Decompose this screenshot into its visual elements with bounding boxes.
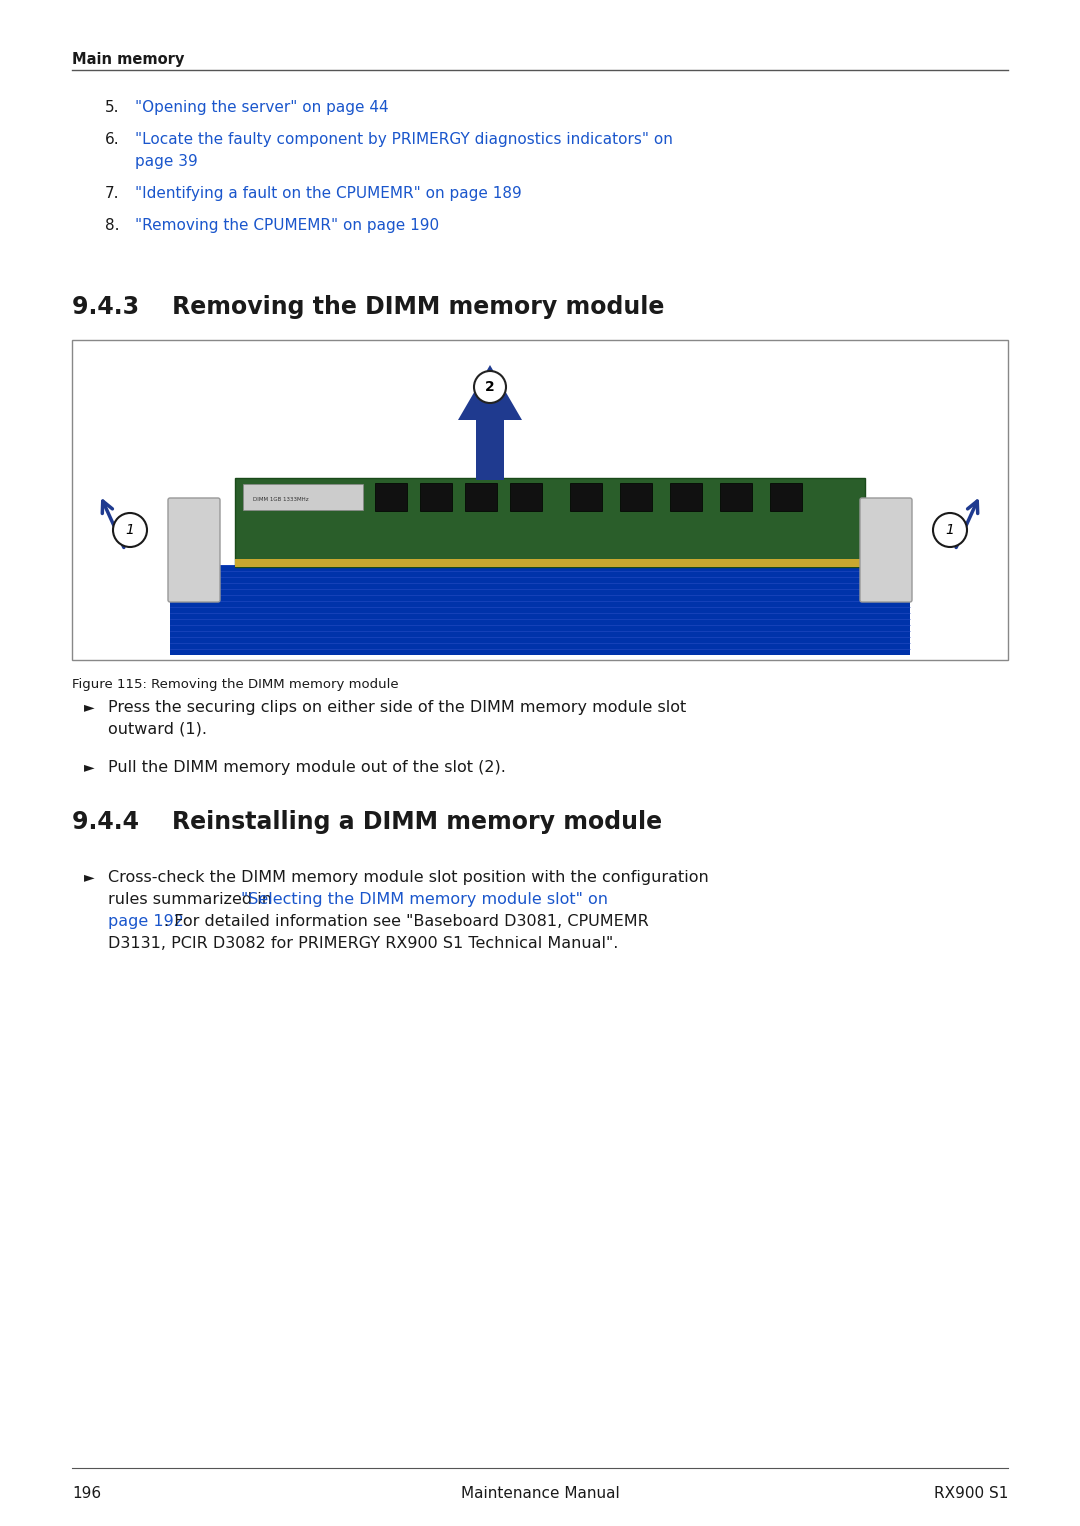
Text: Cross-check the DIMM memory module slot position with the configuration: Cross-check the DIMM memory module slot … (108, 870, 708, 885)
Text: ►: ► (84, 760, 95, 774)
Bar (720, 484, 752, 511)
Text: Main memory: Main memory (72, 52, 185, 67)
Bar (620, 484, 652, 511)
Text: Pull the DIMM memory module out of the slot (2).: Pull the DIMM memory module out of the s… (108, 760, 505, 775)
Circle shape (113, 513, 147, 546)
Text: D3131, PCIR D3082 for PRIMERGY RX900 S1 Technical Manual".: D3131, PCIR D3082 for PRIMERGY RX900 S1 … (108, 935, 619, 951)
Text: 1: 1 (125, 523, 134, 537)
Bar (235, 559, 865, 568)
Text: 8.: 8. (105, 218, 120, 233)
Circle shape (474, 371, 507, 403)
Text: 7.: 7. (105, 186, 120, 201)
Text: "Removing the CPUMEMR" on page 190: "Removing the CPUMEMR" on page 190 (135, 218, 440, 233)
Text: 196: 196 (72, 1486, 102, 1502)
Text: rules summarized in: rules summarized in (108, 893, 278, 906)
Text: DIMM 1GB 1333MHz: DIMM 1GB 1333MHz (253, 497, 309, 502)
Text: Press the securing clips on either side of the DIMM memory module slot: Press the securing clips on either side … (108, 700, 686, 716)
Text: page 39: page 39 (135, 154, 198, 169)
Text: "Identifying a fault on the CPUMEMR" on page 189: "Identifying a fault on the CPUMEMR" on … (135, 186, 522, 201)
Bar (72, 340, 1008, 661)
Bar (375, 484, 407, 511)
Text: Figure 115: Removing the DIMM memory module: Figure 115: Removing the DIMM memory mod… (72, 678, 399, 691)
Text: Maintenance Manual: Maintenance Manual (461, 1486, 619, 1502)
Bar (170, 565, 910, 655)
Bar (243, 484, 363, 510)
Circle shape (933, 513, 967, 546)
Text: "Selecting the DIMM memory module slot" on: "Selecting the DIMM memory module slot" … (241, 893, 608, 906)
FancyBboxPatch shape (168, 497, 220, 601)
Bar (476, 420, 504, 481)
Bar (420, 484, 453, 511)
Polygon shape (458, 365, 522, 420)
Bar (465, 484, 497, 511)
Text: "Opening the server" on page 44: "Opening the server" on page 44 (135, 101, 389, 114)
Text: 5.: 5. (105, 101, 120, 114)
FancyBboxPatch shape (860, 497, 912, 601)
Bar (510, 484, 542, 511)
Text: outward (1).: outward (1). (108, 722, 207, 737)
Text: page 192: page 192 (108, 914, 184, 929)
Text: . For detailed information see "Baseboard D3081, CPUMEMR: . For detailed information see "Baseboar… (164, 914, 649, 929)
Text: 6.: 6. (105, 133, 120, 146)
Text: 2: 2 (485, 380, 495, 394)
Text: ►: ► (84, 870, 95, 884)
Text: RX900 S1: RX900 S1 (933, 1486, 1008, 1502)
Text: 1: 1 (946, 523, 955, 537)
Bar (770, 484, 802, 511)
Text: "Locate the faulty component by PRIMERGY diagnostics indicators" on: "Locate the faulty component by PRIMERGY… (135, 133, 673, 146)
Text: 9.4.3    Removing the DIMM memory module: 9.4.3 Removing the DIMM memory module (72, 295, 664, 319)
Text: ►: ► (84, 700, 95, 714)
Bar (235, 478, 865, 568)
Text: 9.4.4    Reinstalling a DIMM memory module: 9.4.4 Reinstalling a DIMM memory module (72, 810, 662, 835)
Bar (570, 484, 602, 511)
Bar (670, 484, 702, 511)
